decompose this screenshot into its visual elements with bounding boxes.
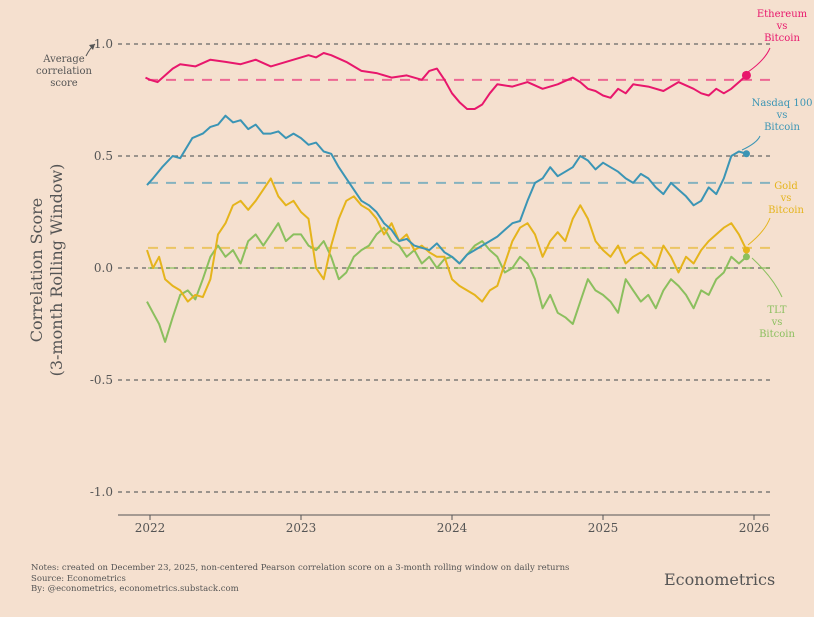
x-tick-label: 2022 [135,521,166,535]
series-arrow-nasdaq [741,135,761,151]
x-tick-label: 2026 [739,521,770,535]
series-label-gold: Bitcoin [768,205,804,216]
y-tick-label: 0.0 [94,261,113,275]
series-label-nasdaq: Bitcoin [764,122,800,133]
y-axis-label-line1: Correlation Score [27,198,46,343]
y-axis-ticks: 1.0 0.5 0.0 -0.5 -1.0 [90,37,113,499]
brand-logo-text: Econometrics [664,570,776,589]
y-axis-label-line2: (3-month Rolling Window) [47,164,66,377]
series-label-nasdaq: Nasdaq 100 [752,98,813,109]
average-annotation: Average correlation score [36,43,96,89]
y-tick-label: 0.5 [94,149,113,163]
series-label-eth: vs [776,21,788,32]
series-label-gold: vs [780,193,792,204]
author-line: By: @econometrics, econometrics.substack… [31,584,239,594]
series-endpoint-eth [741,70,751,80]
notes-line: Notes: created on December 23, 2025, non… [31,563,570,573]
series-label-tlt: TLT [767,305,786,316]
series-label-tlt: Bitcoin [759,329,795,340]
y-tick-label: -0.5 [90,373,113,387]
series-arrow-tlt [751,257,783,298]
x-tick-label: 2023 [286,521,317,535]
average-label-line: score [50,78,78,89]
series-line-eth [145,52,748,110]
series-line-nasdaq [146,114,747,265]
notes: Notes: created on December 23, 2025, non… [31,563,569,595]
series-label-eth: Bitcoin [764,33,800,44]
series-label-gold: Gold [774,181,798,192]
x-tick-label: 2025 [588,521,619,535]
series-endpoint-tlt [742,253,750,261]
series-endpoint-nasdaq [742,150,750,158]
x-axis: 2022 2023 2024 2025 2026 [118,514,770,535]
series-arrow-eth [747,47,771,73]
source-line: Source: Econometrics [31,573,126,584]
series-arrow-gold [747,217,771,246]
average-lines [148,78,770,269]
series-label-nasdaq: vs [776,110,788,121]
series-line-gold [146,177,748,303]
y-tick-label: -1.0 [90,485,113,499]
series-label-eth: Ethereum [757,9,808,20]
correlation-chart: 1.0 0.5 0.0 -0.5 -1.0 2022 2023 2024 2025 2026 E… [27,9,813,535]
series-label-tlt: vs [771,317,783,328]
average-label-line: Average [42,54,85,65]
series-endpoint-gold [742,246,750,254]
average-label-line: correlation [36,66,92,77]
average-arrow-head [89,44,95,50]
x-tick-label: 2024 [437,521,468,535]
series-lines [145,52,751,343]
y-axis-label: Correlation Score (3-month Rolling Windo… [27,164,66,377]
y-tick-label: 1.0 [94,37,113,51]
series-line-tlt [146,222,748,343]
